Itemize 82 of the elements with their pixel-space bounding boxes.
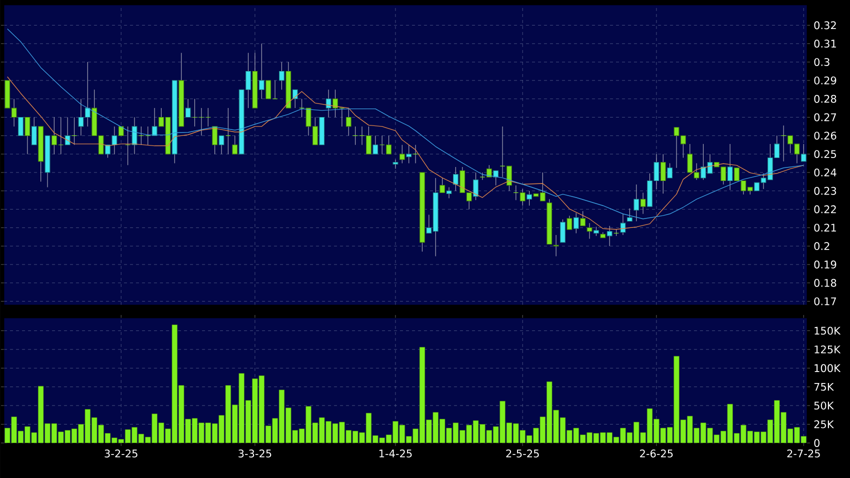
candlestick <box>734 168 740 182</box>
y-tick-label: 0.26 <box>814 132 836 140</box>
y-tick-label: 0.21 <box>814 224 836 232</box>
candlestick <box>473 172 478 200</box>
candlestick <box>31 116 37 146</box>
candlestick <box>152 108 158 136</box>
candlestick <box>218 135 224 154</box>
y-tick-label: 0.32 <box>814 21 836 30</box>
y-tick-label: 125K <box>814 345 841 354</box>
candlestick <box>72 116 77 146</box>
candlestick <box>118 126 124 136</box>
candlestick <box>687 144 693 173</box>
candlestick <box>372 135 378 154</box>
y-tick-label: 0.24 <box>814 168 836 176</box>
candlestick <box>446 186 452 199</box>
candlestick <box>573 212 579 234</box>
y-tick-label: 0.25 <box>814 150 836 158</box>
candlestick <box>326 89 332 118</box>
candlestick <box>292 89 298 108</box>
y-tick-label: 0.17 <box>814 297 836 306</box>
candlestick <box>586 222 592 240</box>
y-tick-label: 100K <box>814 364 841 372</box>
x-tick-label: 2-5-25 <box>506 450 539 458</box>
candlestick <box>125 126 131 166</box>
y-tick-label: 0.29 <box>814 76 836 84</box>
candlestick <box>606 226 612 246</box>
candlestick <box>440 178 446 194</box>
candlestick <box>626 208 632 222</box>
y-tick-label: 150K <box>814 326 841 335</box>
candlestick <box>406 144 412 164</box>
candlestick <box>526 190 532 206</box>
candlestick <box>392 159 398 170</box>
y-tick-label: 0.28 <box>814 94 836 103</box>
y-tick-label: 0 <box>814 439 820 447</box>
x-tick-label: 3-3-25 <box>238 450 272 458</box>
candlestick <box>64 116 70 146</box>
candlestick <box>640 192 646 214</box>
candlestick <box>258 43 264 100</box>
candlestick <box>399 144 405 164</box>
y-tick-label: 0.18 <box>814 278 836 287</box>
candlestick <box>212 126 218 154</box>
candlestick <box>580 210 586 226</box>
candlestick <box>566 215 572 230</box>
candlestick <box>279 62 284 90</box>
x-tick-label: 2-7-25 <box>787 450 820 458</box>
candlestick <box>667 162 673 178</box>
candlestick <box>560 219 566 243</box>
candlestick <box>727 144 733 190</box>
candlestick <box>24 116 30 154</box>
x-tick-label: 3-2-25 <box>104 450 138 458</box>
line-series <box>7 76 804 230</box>
candlestick <box>493 170 499 186</box>
candlestick <box>594 226 599 236</box>
y-tick-label: 75K <box>814 382 834 391</box>
y-tick-label: 0.31 <box>814 40 836 48</box>
x-tick-label: 1-4-25 <box>379 450 412 458</box>
candlestick <box>225 108 231 154</box>
candlestick <box>138 126 144 146</box>
candlestick <box>620 214 626 236</box>
y-tick-label: 0.3 <box>814 58 830 66</box>
candlestick <box>346 108 352 136</box>
candlestick <box>185 98 191 118</box>
candlestick <box>232 135 238 154</box>
y-tick-label: 0.2 <box>814 242 830 250</box>
candlestick <box>452 166 458 192</box>
candlestick <box>634 184 640 222</box>
line-series <box>7 28 804 220</box>
candlestick <box>18 116 24 136</box>
x-tick-label: 2-6-25 <box>640 450 673 458</box>
candlestick <box>553 234 559 257</box>
y-tick-label: 0.22 <box>814 205 836 214</box>
candlestick <box>145 126 151 146</box>
y-tick-label: 0.23 <box>814 186 836 195</box>
candlestick <box>694 162 700 180</box>
candlestick <box>660 154 666 194</box>
candlestick <box>412 144 418 164</box>
y-tick-label: 50K <box>814 402 834 410</box>
y-tick-label: 0.27 <box>814 113 836 122</box>
candlestick <box>192 98 198 127</box>
y-tick-label: 25K <box>814 420 834 428</box>
candlestick <box>352 126 358 146</box>
y-tick-label: 0.19 <box>814 260 836 268</box>
